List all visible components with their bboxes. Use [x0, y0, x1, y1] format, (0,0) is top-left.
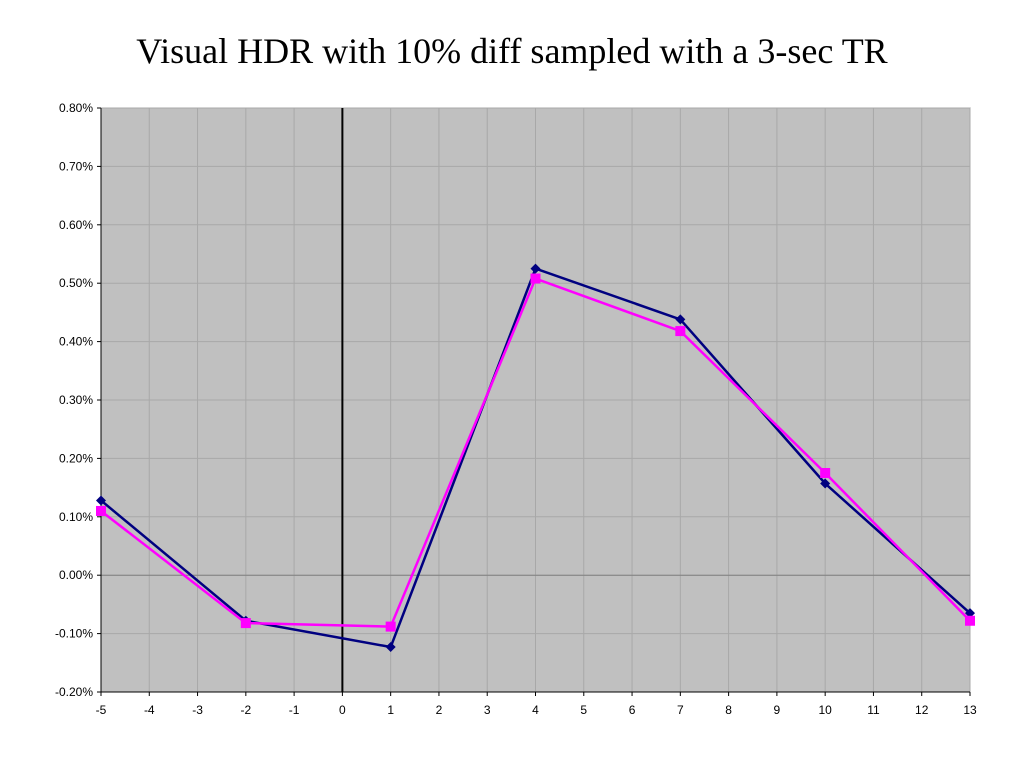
- x-tick-label: 9: [774, 703, 781, 717]
- y-tick-label: 0.40%: [59, 335, 93, 349]
- x-tick-label: 5: [580, 703, 587, 717]
- y-tick-label: 0.70%: [59, 159, 93, 173]
- series-1-point: [675, 314, 686, 325]
- y-tick-label: 0.20%: [59, 451, 93, 465]
- y-tick-label: 0.30%: [59, 393, 93, 407]
- series-1-point: [96, 495, 106, 506]
- y-tick-label: 0.00%: [59, 568, 93, 582]
- x-tick-label: 7: [677, 703, 684, 717]
- series-2-point: [965, 615, 975, 626]
- x-tick-label: 13: [963, 703, 977, 717]
- series-1-point: [820, 478, 831, 489]
- y-tick-label: 0.50%: [59, 276, 93, 290]
- series-1-point: [965, 608, 975, 619]
- x-tick-label: -3: [192, 703, 203, 717]
- x-tick-label: -2: [240, 703, 251, 717]
- chart-title: Visual HDR with 10% diff sampled with a …: [136, 31, 888, 71]
- x-tick-label: 12: [915, 703, 929, 717]
- y-tick-label: 0.80%: [59, 101, 93, 115]
- series-1-point: [385, 642, 396, 653]
- series-2-point: [530, 273, 541, 284]
- x-tick-label: -4: [144, 703, 155, 717]
- y-tick-label: -0.10%: [55, 627, 93, 641]
- series-2-point: [675, 326, 686, 337]
- x-tick-label: 1: [387, 703, 394, 717]
- x-tick-label: -1: [289, 703, 300, 717]
- y-tick-label: 0.60%: [59, 218, 93, 232]
- series-2-point: [96, 505, 106, 516]
- x-tick-label: 3: [484, 703, 491, 717]
- series-2-point: [820, 468, 831, 478]
- series-2-point: [385, 621, 396, 632]
- x-tick-label: -5: [96, 703, 107, 717]
- y-tick-label: 0.10%: [59, 510, 93, 524]
- x-tick-label: 10: [818, 703, 832, 717]
- x-tick-label: 2: [436, 703, 443, 717]
- series-2-point: [240, 618, 251, 629]
- x-tick-label: 8: [725, 703, 732, 717]
- x-tick-label: 0: [339, 703, 346, 717]
- y-tick-label: -0.20%: [55, 685, 93, 699]
- x-tick-label: 11: [867, 703, 880, 717]
- x-tick-label: 4: [532, 703, 539, 717]
- series-1-point: [530, 263, 541, 274]
- x-tick-label: 6: [629, 703, 636, 717]
